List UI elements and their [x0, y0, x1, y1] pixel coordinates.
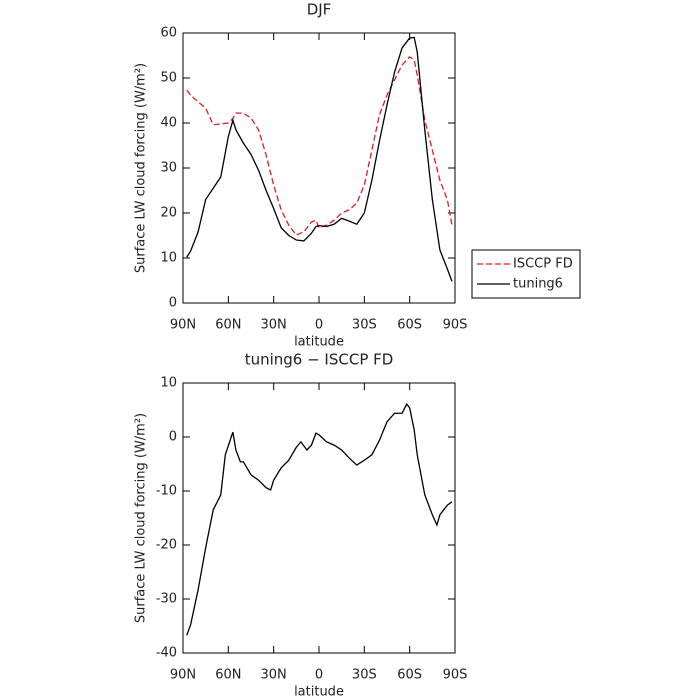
x-axis-label: latitude: [294, 685, 344, 700]
x-tick-label: 30S: [352, 668, 377, 683]
y-axis-label: Surface LW cloud forcing (W/m²): [134, 63, 149, 273]
y-tick-label: -20: [156, 538, 177, 553]
y-tick-label: -10: [156, 484, 177, 499]
y-tick-label: 10: [160, 376, 177, 391]
x-tick-label: 30N: [261, 668, 287, 683]
x-tick-label: 30S: [352, 318, 377, 333]
x-tick-label: 90S: [443, 318, 468, 333]
y-tick-label: 50: [160, 71, 177, 86]
y-tick-label: 20: [160, 206, 177, 221]
x-tick-label: 30N: [261, 318, 287, 333]
x-tick-label: 90N: [170, 668, 196, 683]
x-tick-label: 90N: [170, 318, 196, 333]
x-tick-label: 60N: [215, 318, 241, 333]
y-axis-label: Surface LW cloud forcing (W/m²): [134, 413, 149, 623]
y-tick-label: 0: [169, 430, 177, 445]
data-line: [186, 402, 453, 636]
y-tick-label: 30: [160, 161, 177, 176]
chart-title: tuning6 − ISCCP FD: [245, 351, 394, 369]
y-tick-label: 10: [160, 251, 177, 266]
y-tick-label: -30: [156, 592, 177, 607]
x-tick-label: 60S: [397, 318, 422, 333]
y-tick-label: 60: [160, 26, 177, 41]
x-tick-label: 0: [315, 668, 323, 683]
x-tick-label: 0: [315, 318, 323, 333]
data-line: [186, 55, 453, 236]
x-tick-label: 60N: [215, 668, 241, 683]
x-tick-label: 90S: [443, 668, 468, 683]
y-tick-label: 0: [169, 296, 177, 311]
legend-label: ISCCP FD: [513, 257, 573, 272]
plot-frame: [182, 382, 456, 654]
y-tick-label: 40: [160, 116, 177, 131]
y-tick-label: -40: [156, 646, 177, 661]
legend-box: [471, 249, 581, 299]
x-tick-label: 60S: [397, 668, 422, 683]
plot-frame: [182, 32, 456, 304]
legend-label: tuning6: [513, 277, 563, 292]
chart-title: DJF: [307, 1, 332, 19]
x-axis-label: latitude: [294, 335, 344, 350]
data-line: [186, 36, 453, 282]
